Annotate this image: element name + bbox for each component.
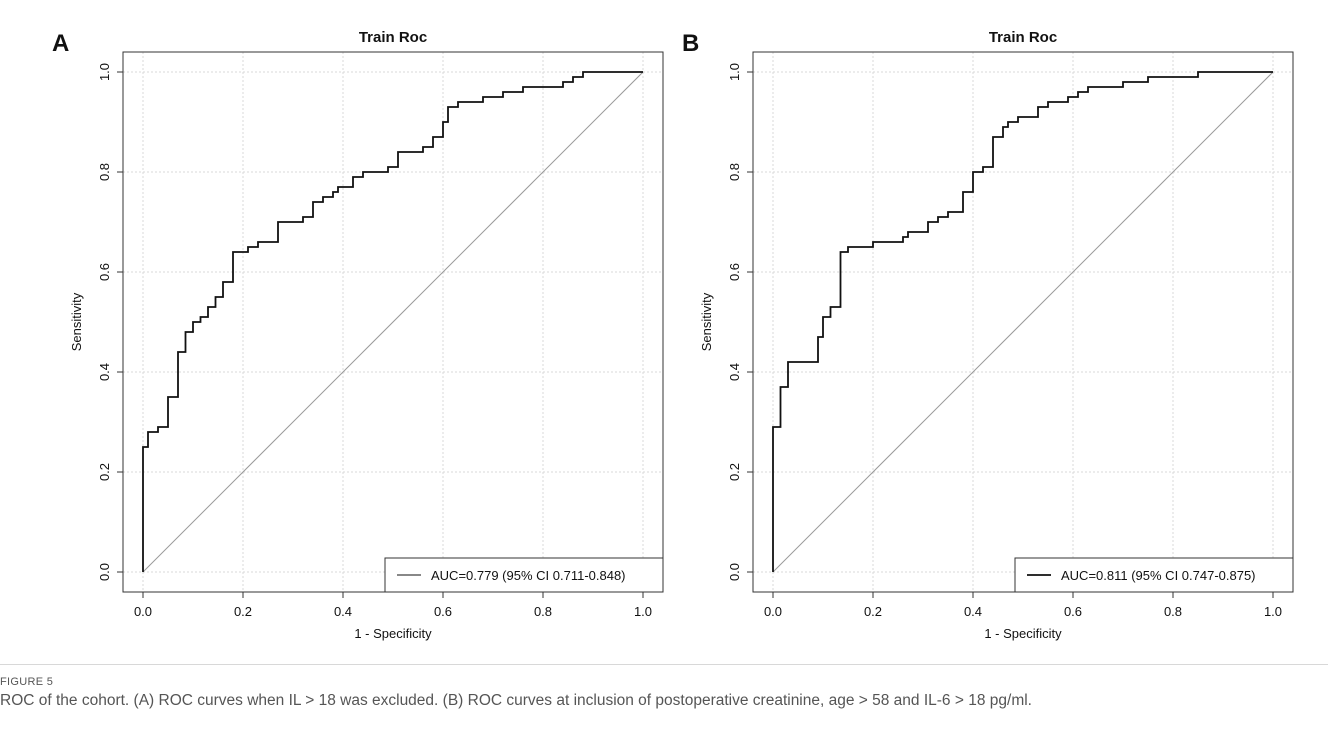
diagonal-reference-line [142, 71, 644, 573]
y-tick-label: 0.2 [97, 463, 112, 481]
caption-divider [0, 664, 1328, 665]
y-tick-label: 0.8 [97, 163, 112, 181]
y-tick-label: 0.8 [727, 163, 742, 181]
roc-chart-a: Train Roc 0.0 0.2 0.4 0.6 0.8 1.0 0.0 0.2 0.4 0.6 0… [69, 29, 664, 641]
legend-box [1014, 557, 1294, 593]
x-tick-label: 1.0 [1264, 604, 1282, 619]
y-tick-label: 0.4 [727, 363, 742, 381]
x-tick-label: 1.0 [634, 604, 652, 619]
x-tick-label: 0.2 [864, 604, 882, 619]
x-tick-label: 0.6 [434, 604, 452, 619]
x-tick-label: 0.0 [764, 604, 782, 619]
y-axis-label: Sensitivity [699, 292, 714, 351]
diagonal-reference-line [772, 71, 1274, 573]
x-tick-label: 0.2 [234, 604, 252, 619]
figure-label: FIGURE 5 [0, 676, 54, 688]
y-tick-label: 0.6 [727, 263, 742, 281]
roc-curve [772, 71, 1273, 572]
roc-chart-b: Train Roc 0.0 0.2 0.4 0.6 0.8 1.0 0.0 0.2 0.4 0.6 0… [699, 29, 1294, 641]
y-tick-label: 1.0 [97, 63, 112, 81]
y-tick-label: 0.2 [727, 463, 742, 481]
y-tick-label: 1.0 [727, 63, 742, 81]
x-tick-label: 0.6 [1064, 604, 1082, 619]
x-axis-label: 1 - Specificity [354, 626, 432, 641]
x-tick-label: 0.0 [134, 604, 152, 619]
panel-b: B Train Roc 0.0 0.2 0.4 0.6 0.8 1.0 0.0 0.2 0.4 0.… [670, 22, 1310, 654]
y-tick-label: 0.0 [97, 563, 112, 581]
panel-letter-a: A [52, 30, 70, 57]
legend-text: AUC=0.779 (95% CI 0.711-0.848) [431, 568, 626, 583]
caption-text: ROC of the cohort. (A) ROC curves when I… [0, 692, 1032, 709]
panel-a: A Train Roc 0.0 0.2 0.4 0.6 0.8 1.0 0.0 0.2 0.4 0.… [40, 22, 680, 654]
legend-box [384, 557, 664, 593]
y-tick-label: 0.6 [97, 263, 112, 281]
y-tick-label: 0.4 [97, 363, 112, 381]
x-tick-label: 0.8 [534, 604, 552, 619]
roc-curve [142, 71, 643, 572]
figure-caption: FIGURE 5 ROC of the cohort. (A) ROC curv… [0, 676, 1328, 710]
x-tick-label: 0.4 [334, 604, 352, 619]
panel-letter-b: B [682, 30, 700, 57]
x-axis-label: 1 - Specificity [984, 626, 1062, 641]
x-tick-label: 0.8 [1164, 604, 1182, 619]
chart-title: Train Roc [359, 29, 427, 46]
y-tick-label: 0.0 [727, 563, 742, 581]
chart-title: Train Roc [989, 29, 1057, 46]
y-axis-label: Sensitivity [69, 292, 84, 351]
legend-text: AUC=0.811 (95% CI 0.747-0.875) [1061, 568, 1256, 583]
x-tick-label: 0.4 [964, 604, 982, 619]
